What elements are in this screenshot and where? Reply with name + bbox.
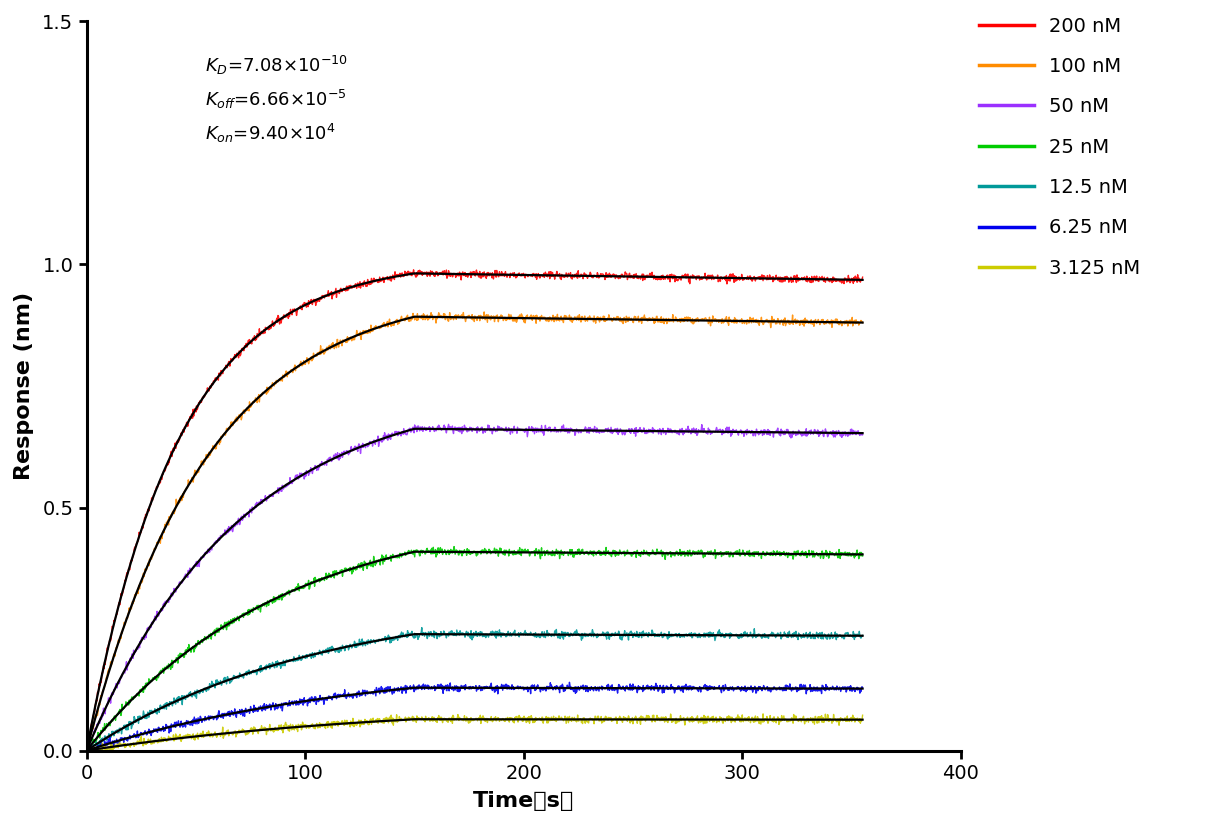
Legend: 200 nM, 100 nM, 50 nM, 25 nM, 12.5 nM, 6.25 nM, 3.125 nM: 200 nM, 100 nM, 50 nM, 25 nM, 12.5 nM, 6… <box>979 16 1141 278</box>
Text: $K_D$=7.08×10$^{-10}$
$K_{off}$=6.66×10$^{-5}$
$K_{on}$=9.40×10$^4$: $K_D$=7.08×10$^{-10}$ $K_{off}$=6.66×10$… <box>205 54 347 145</box>
Y-axis label: Response (nm): Response (nm) <box>14 292 34 480</box>
X-axis label: Time（s）: Time（s） <box>473 791 574 811</box>
